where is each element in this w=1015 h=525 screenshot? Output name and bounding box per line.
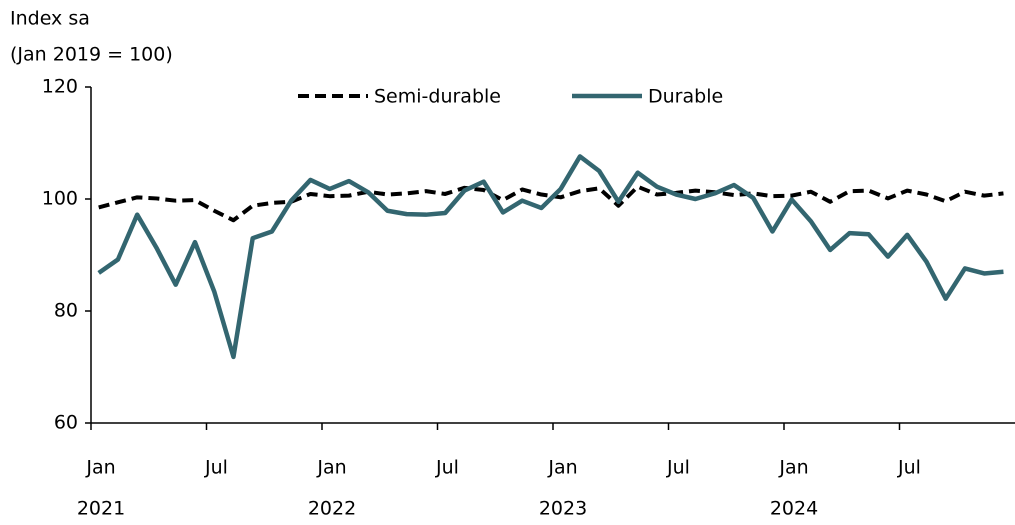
y-tick-label: 60 xyxy=(54,412,78,434)
x-tick-label: Jan xyxy=(85,457,115,479)
chart-subtitle: (Jan 2019 = 100) xyxy=(10,44,173,66)
x-year-label: 2024 xyxy=(770,498,818,520)
x-tick-label: Jan xyxy=(778,457,808,479)
x-year-label: 2021 xyxy=(77,498,125,520)
y-tick-label: 80 xyxy=(54,300,78,322)
chart-title: Index sa xyxy=(10,8,90,30)
x-tick-label: Jul xyxy=(435,457,459,479)
line-solid xyxy=(97,154,1004,360)
x-tick-label: Jul xyxy=(897,457,921,479)
y-tick-label: 120 xyxy=(42,76,78,98)
x-tick-label: Jan xyxy=(547,457,577,479)
y-tick-label: 100 xyxy=(42,188,78,210)
legend-label: Durable xyxy=(648,86,723,108)
line-dashed xyxy=(98,184,1004,223)
x-tick-label: Jul xyxy=(666,457,690,479)
x-year-label: 2023 xyxy=(539,498,587,520)
x-tick-label: Jan xyxy=(316,457,346,479)
legend-label: Semi-durable xyxy=(374,86,501,108)
x-year-label: 2022 xyxy=(308,498,356,520)
x-tick-label: Jul xyxy=(204,457,228,479)
